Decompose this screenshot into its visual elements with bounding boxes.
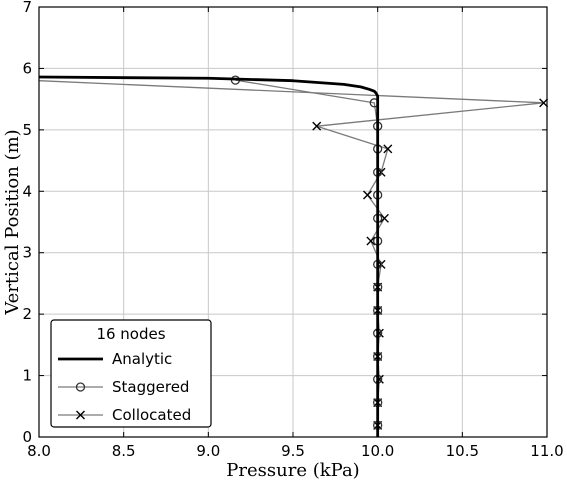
legend-label-collocated: Collocated	[112, 406, 191, 424]
x-marker-stroke	[539, 98, 549, 108]
y-tick-label: 7	[22, 0, 32, 16]
x-axis-title: Pressure (kPa)	[226, 460, 359, 481]
y-tick-label: 5	[22, 121, 32, 139]
series-analytic	[38, 75, 380, 437]
collocated-point	[383, 144, 393, 154]
tick-labels: 8.0 8.5 9.0 9.5 10.0 10.5 11.0 0 1 2 3 4 5 6 7	[22, 0, 563, 460]
x-tick-label: 10.0	[361, 442, 394, 460]
x-marker-stroke	[363, 190, 373, 200]
collocated-point	[366, 236, 376, 246]
legend-entry-analytic: Analytic	[58, 350, 172, 368]
x-tick-label: 8.5	[112, 442, 136, 460]
x-tick-label: 10.5	[446, 442, 479, 460]
analytic-line	[38, 75, 380, 437]
y-tick-label: 4	[22, 182, 32, 200]
collocated-point	[312, 121, 322, 131]
x-tick-label: 11.0	[530, 442, 563, 460]
legend: 16 nodes Analytic Staggered Collocated	[50, 319, 212, 428]
tick-marks	[38, 6, 548, 438]
y-tick-label: 2	[22, 305, 32, 323]
x-marker-stroke	[379, 213, 389, 223]
x-marker-stroke	[76, 410, 85, 420]
x-marker-stroke	[366, 236, 376, 246]
legend-marker-collocated	[76, 410, 85, 420]
y-tick-label: 1	[22, 367, 32, 385]
legend-entry-collocated: Collocated	[58, 406, 191, 424]
legend-title: 16 nodes	[96, 325, 165, 343]
x-marker-stroke	[383, 144, 393, 154]
series-layer	[38, 75, 549, 437]
collocated-point	[379, 213, 389, 223]
legend-label-analytic: Analytic	[112, 350, 172, 368]
y-tick-label: 3	[22, 244, 32, 262]
x-tick-label: 8.0	[27, 442, 51, 460]
y-tick-label: 6	[22, 59, 32, 77]
legend-box	[50, 319, 212, 428]
x-tick-label: 9.5	[281, 442, 305, 460]
x-marker-stroke	[312, 121, 322, 131]
collocated-point	[363, 190, 373, 200]
legend-marker-staggered	[75, 382, 86, 392]
legend-entry-staggered: Staggered	[58, 378, 189, 396]
y-axis-title: Vertical Position (m)	[2, 129, 23, 315]
y-tick-label: 0	[22, 428, 32, 446]
legend-entries: Analytic Staggered Collocated	[58, 350, 191, 424]
collocated-point	[539, 98, 549, 108]
legend-label-staggered: Staggered	[112, 378, 189, 396]
x-tick-label: 9.0	[196, 442, 220, 460]
